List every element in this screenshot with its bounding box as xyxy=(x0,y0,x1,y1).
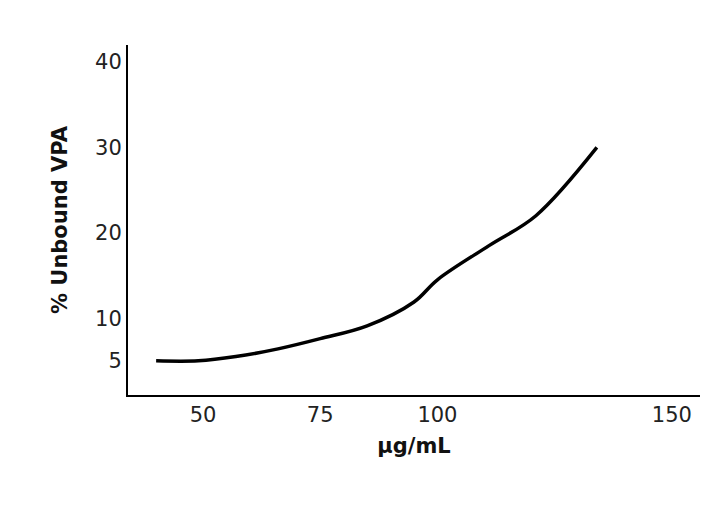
svg-text:% Unbound VPA: % Unbound VPA xyxy=(48,125,72,314)
svg-text:50: 50 xyxy=(190,403,217,427)
svg-text:µg/mL: µg/mL xyxy=(377,434,450,458)
svg-text:30: 30 xyxy=(95,136,122,160)
svg-text:100: 100 xyxy=(417,403,457,427)
svg-text:75: 75 xyxy=(307,403,334,427)
svg-text:150: 150 xyxy=(652,403,692,427)
svg-text:40: 40 xyxy=(95,50,122,74)
svg-text:10: 10 xyxy=(95,307,122,331)
svg-text:20: 20 xyxy=(95,221,122,245)
svg-text:5: 5 xyxy=(108,349,121,373)
